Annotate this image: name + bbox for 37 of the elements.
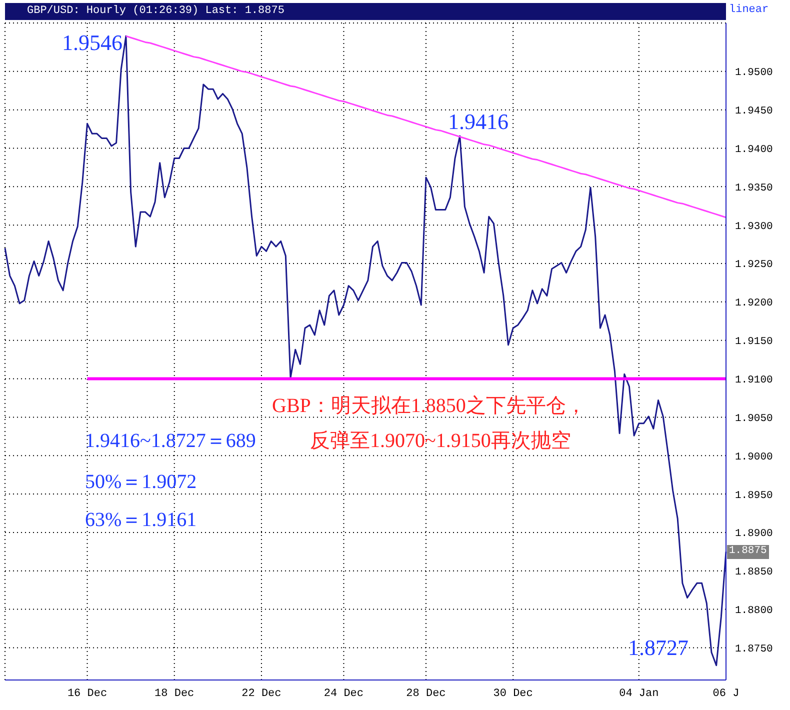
y-tick-label: 1.8850 [735, 566, 773, 579]
y-tick-label: 1.9150 [735, 336, 773, 348]
y-tick-label: 1.9350 [735, 182, 773, 194]
line-series [4, 35, 727, 666]
y-tick-label: 1.9250 [735, 259, 773, 272]
text: linear [729, 4, 769, 16]
y-tick-label: 1.9500 [735, 67, 773, 80]
annotation: 50%＝1.9072 [85, 471, 197, 493]
x-tick-label: 06 J [712, 688, 740, 700]
x-tick-label: 30 Dec [493, 688, 533, 700]
y-tick-label: 1.9200 [735, 298, 773, 310]
line-series [125, 35, 727, 218]
text: 1.8875 [727, 545, 769, 559]
y-tick-label: 1.9450 [735, 106, 773, 118]
annotation: 63%＝1.9161 [85, 509, 197, 531]
y-tick-label: 1.9400 [735, 144, 773, 156]
chart-title: GBP/USD: Hourly (01:26:39) Last: 1.8875 [5, 3, 726, 20]
y-tick-label: 1.9300 [735, 220, 773, 233]
y-tick-label: 1.8750 [735, 643, 773, 656]
annotation: 1.9416~1.8727＝689 [85, 430, 256, 452]
annotation: 1.9546 [62, 30, 122, 56]
y-tick-label: 1.8900 [735, 528, 773, 540]
y-tick-label: 1.9100 [735, 374, 773, 387]
annotation: 1.8727 [628, 635, 688, 660]
y-tick-label: 1.9050 [735, 412, 773, 425]
x-tick-label: 04 Jan [619, 688, 659, 700]
y-tick-label: 1.8950 [735, 490, 773, 502]
y-tick-label: 1.8800 [735, 605, 773, 618]
annotation: GBP：明天拟在1.8850之下先平仓， [272, 395, 586, 417]
annotation: 1.9416 [448, 109, 508, 134]
x-tick-label: 28 Dec [406, 688, 446, 700]
x-tick-label: 24 Dec [324, 688, 364, 700]
annotation: 反弹至1.9070~1.9150再次抛空 [310, 430, 571, 452]
x-tick-label: 22 Dec [242, 688, 282, 700]
x-tick-label: 18 Dec [154, 688, 194, 700]
x-tick-label: 16 Dec [67, 688, 108, 700]
y-tick-label: 1.9000 [735, 451, 773, 464]
